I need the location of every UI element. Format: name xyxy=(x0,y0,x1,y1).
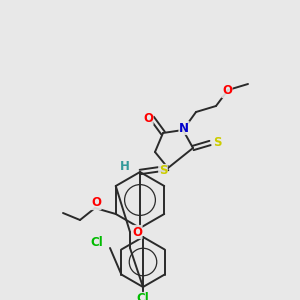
Text: Cl: Cl xyxy=(136,292,149,300)
Text: O: O xyxy=(91,196,101,209)
Text: S: S xyxy=(159,164,167,178)
Text: H: H xyxy=(120,160,130,172)
Text: S: S xyxy=(213,136,221,149)
Text: O: O xyxy=(222,85,232,98)
Text: Cl: Cl xyxy=(91,236,103,250)
Text: O: O xyxy=(132,226,142,238)
Text: O: O xyxy=(143,112,153,124)
Text: N: N xyxy=(179,122,189,134)
